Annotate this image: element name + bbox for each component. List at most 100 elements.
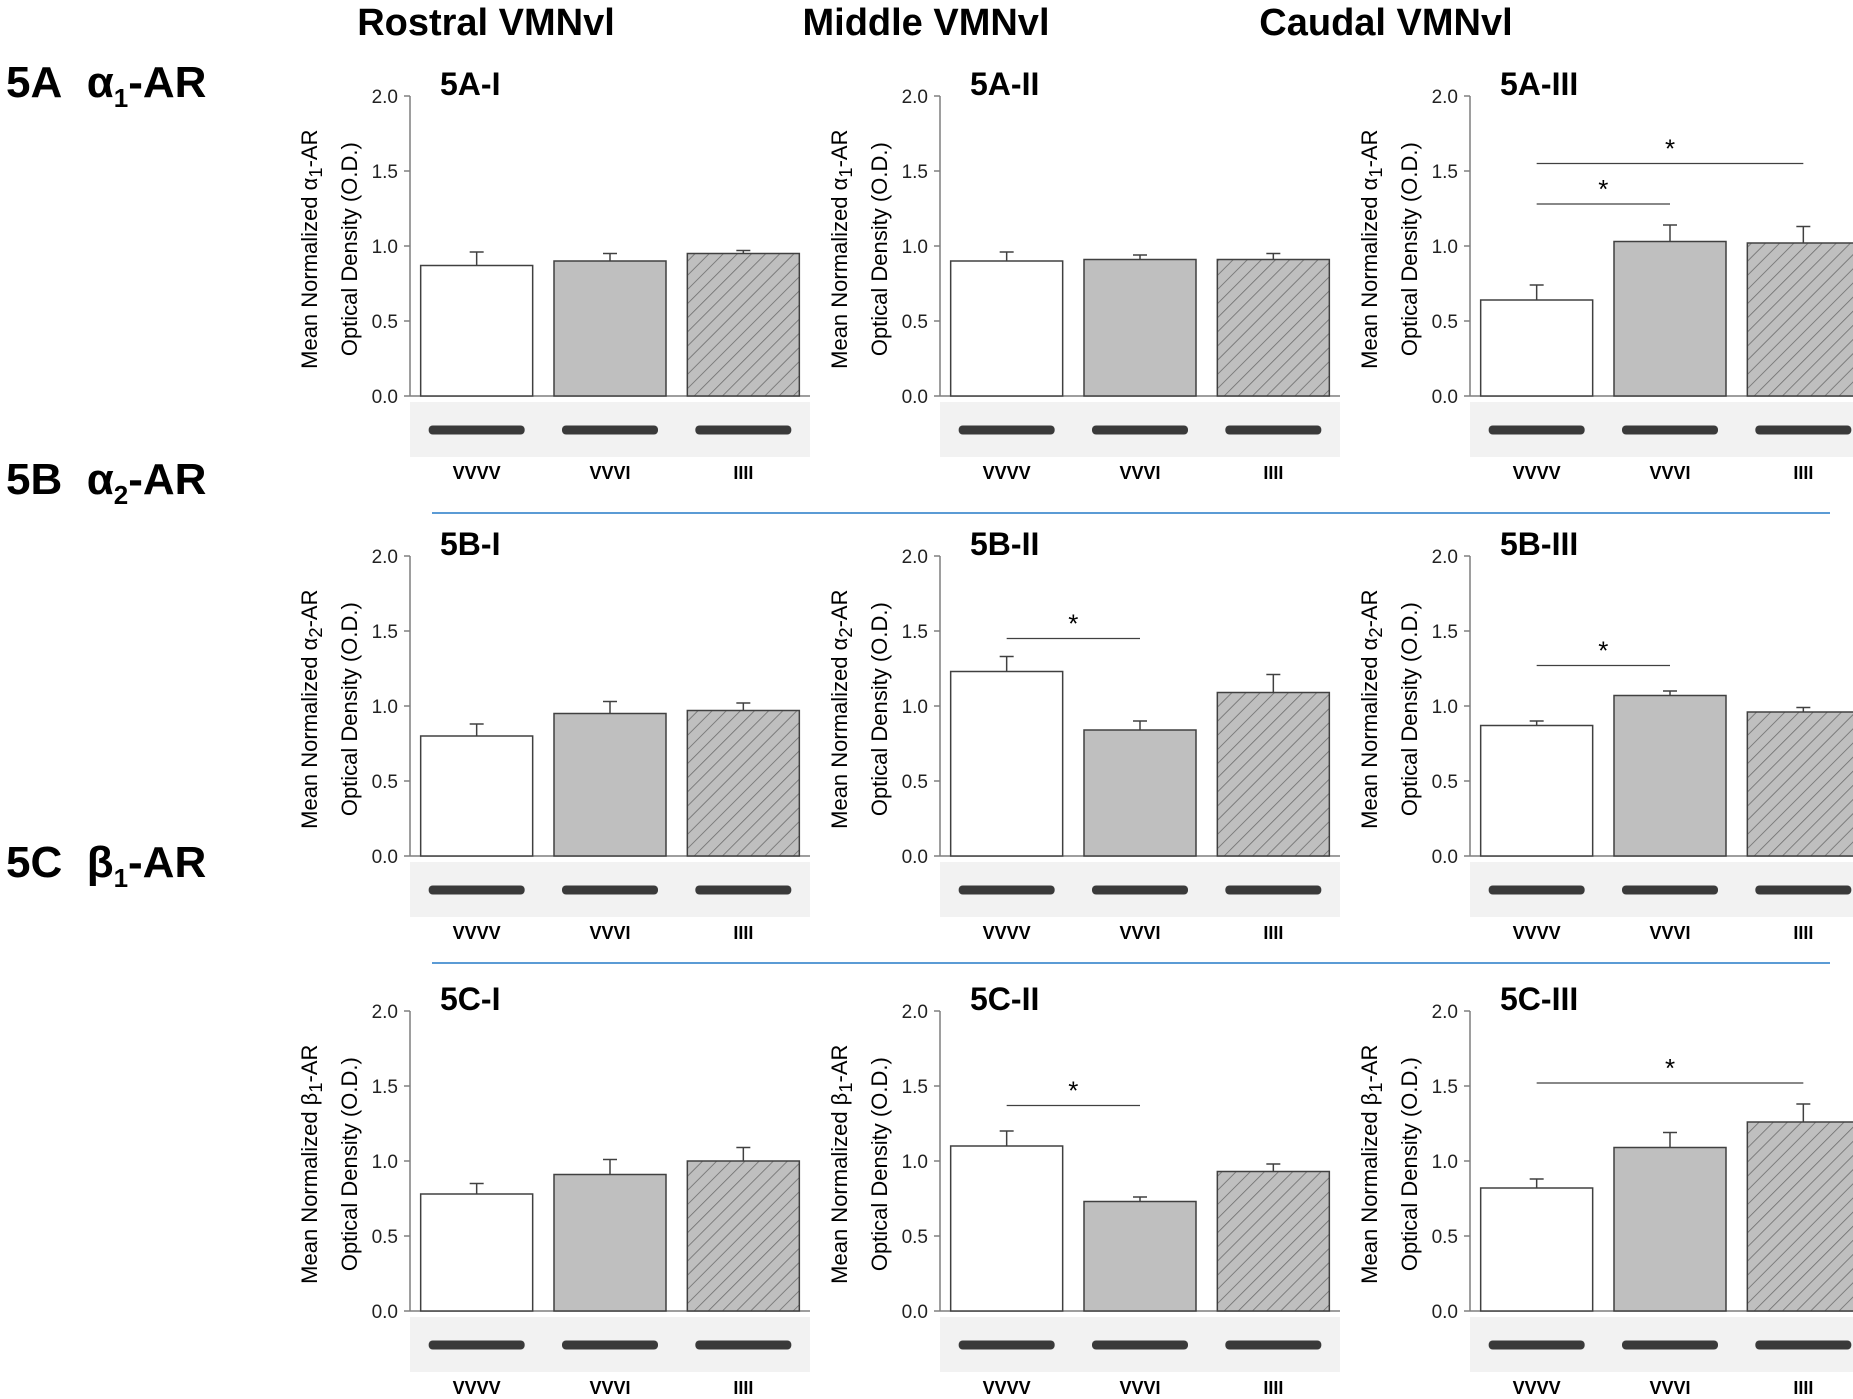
bar-chart-svg: 0.0 0.5 1.0 1.5 2.0 *: [1432, 1002, 1853, 1372]
x-category-label: IIII: [1793, 463, 1814, 483]
bar-vvvi: [1083, 258, 1197, 397]
bar-iiii: [1746, 1121, 1853, 1312]
chart-panel-5b-iii: Mean Normalized α2-AR Optical Density (O.…: [1330, 526, 1853, 943]
y-tick-label: 0.5: [372, 772, 398, 793]
y-tick-label: 0.0: [902, 847, 928, 868]
bar-vvvv: [419, 264, 534, 397]
blot-band: [695, 1340, 792, 1350]
y-tick-label: 1.0: [902, 697, 928, 718]
bar-iiii: [1746, 711, 1853, 857]
row-prefix: 5B: [6, 455, 63, 504]
row-greek: α: [86, 58, 114, 107]
x-category-label: IIII: [1263, 923, 1284, 943]
bar-chart-svg: 0.0 0.5 1.0 1.5 2.0: [372, 87, 810, 457]
bar-vvvv: [419, 735, 534, 857]
x-category-label: VVVV: [982, 923, 1031, 943]
blot-band: [958, 1340, 1055, 1350]
x-category-label: VVVI: [589, 463, 631, 483]
column-header-caudal: Caudal VMNvl: [1259, 2, 1513, 44]
blot-band: [428, 1340, 525, 1350]
bar-iiii: [1216, 691, 1331, 857]
y-tick-label: 0.5: [1432, 1227, 1458, 1248]
y-tick-label: 2.0: [1432, 87, 1458, 108]
row-header-5b: 5B α2-AR: [6, 455, 206, 511]
bar-vvvi: [1083, 729, 1197, 857]
blot-band: [1755, 885, 1852, 895]
bar-vvvi: [1613, 1146, 1727, 1312]
y-tick-label: 0.0: [902, 387, 928, 408]
x-category-label: VVVV: [982, 463, 1031, 483]
row-greek: α: [86, 455, 114, 504]
y-tick-label: 0.0: [1432, 1302, 1458, 1323]
significance-star: *: [1068, 609, 1078, 639]
bar-vvvv: [949, 670, 1064, 857]
panel-title: 5A-II: [970, 66, 1040, 102]
column-header-rostral: Rostral VMNvl: [357, 2, 615, 44]
x-category-label: VVVV: [452, 923, 501, 943]
x-category-label: VVVV: [452, 463, 501, 483]
y-tick-label: 1.5: [902, 622, 928, 643]
x-category-label: VVVI: [589, 923, 631, 943]
x-category-label: IIII: [1793, 1378, 1814, 1398]
y-tick-label: 1.0: [902, 237, 928, 258]
panel-title: 5C-II: [970, 981, 1040, 1017]
row-suffix: -AR: [128, 58, 207, 107]
y-tick-label: 0.5: [902, 772, 928, 793]
panel-title: 5C-III: [1500, 981, 1579, 1017]
blot-band: [562, 1340, 658, 1350]
y-tick-label: 1.0: [1432, 1152, 1458, 1173]
bar-iiii: [686, 709, 801, 857]
bar-vvvv: [949, 1145, 1064, 1312]
bar-vvvi: [553, 1173, 667, 1312]
x-category-label: VVVI: [1649, 923, 1691, 943]
row-header-5c: 5C β1-AR: [6, 838, 206, 894]
panel-title: 5A-III: [1500, 66, 1579, 102]
bar-iiii: [1746, 242, 1853, 397]
bar-chart-svg: 0.0 0.5 1.0 1.5 2.0 * *: [1432, 87, 1853, 457]
y-tick-label: 1.0: [372, 697, 398, 718]
bar-chart-svg: 0.0 0.5 1.0 1.5 2.0: [372, 547, 810, 917]
bar-chart-svg: 0.0 0.5 1.0 1.5 2.0: [902, 87, 1340, 457]
y-tick-label: 2.0: [372, 1002, 398, 1023]
x-category-label: VVVV: [452, 1378, 501, 1398]
significance-star: *: [1665, 1053, 1675, 1083]
blot-band: [428, 885, 525, 895]
significance-star: *: [1665, 134, 1675, 164]
y-tick-label: 0.0: [372, 1302, 398, 1323]
bar-vvvv: [1479, 724, 1594, 857]
blot-band: [1488, 885, 1585, 895]
blot-band: [1092, 425, 1188, 435]
y-tick-label: 0.5: [1432, 772, 1458, 793]
x-category-label: VVVI: [1649, 1378, 1691, 1398]
bar-vvvv: [1479, 299, 1594, 397]
bar-chart-svg: 0.0 0.5 1.0 1.5 2.0 *: [1432, 547, 1853, 917]
blot-band: [1225, 885, 1322, 895]
bar-vvvi: [1613, 694, 1727, 857]
chart-panel-5a-ii: Mean Normalized α1-AR Optical Density (O.…: [800, 66, 1360, 483]
bar-vvvi: [1083, 1200, 1197, 1312]
x-category-label: IIII: [1263, 1378, 1284, 1398]
y-tick-label: 1.5: [372, 1077, 398, 1098]
blot-band: [1225, 1340, 1322, 1350]
row-suffix: -AR: [128, 455, 207, 504]
x-category-label: VVVV: [982, 1378, 1031, 1398]
bar-chart-svg: 0.0 0.5 1.0 1.5 2.0 *: [902, 1002, 1340, 1372]
chart-panel-5b-i: Mean Normalized α2-AR Optical Density (O.…: [270, 526, 830, 943]
x-category-label: VVVV: [1512, 463, 1561, 483]
blot-band: [1755, 425, 1852, 435]
bar-vvvi: [553, 260, 667, 397]
blot-band: [1755, 1340, 1852, 1350]
x-category-label: IIII: [733, 1378, 754, 1398]
x-category-label: IIII: [1793, 923, 1814, 943]
panel-title: 5B-III: [1500, 526, 1579, 562]
y-tick-label: 2.0: [372, 547, 398, 568]
bar-iiii: [686, 1160, 801, 1312]
x-category-label: VVVI: [1119, 463, 1161, 483]
row-header-5a: 5A α1-AR: [6, 58, 206, 114]
y-tick-label: 0.0: [372, 387, 398, 408]
y-tick-label: 0.0: [1432, 847, 1458, 868]
x-category-label: IIII: [733, 923, 754, 943]
y-tick-label: 1.5: [372, 622, 398, 643]
blot-band: [562, 885, 658, 895]
y-tick-label: 0.5: [1432, 312, 1458, 333]
